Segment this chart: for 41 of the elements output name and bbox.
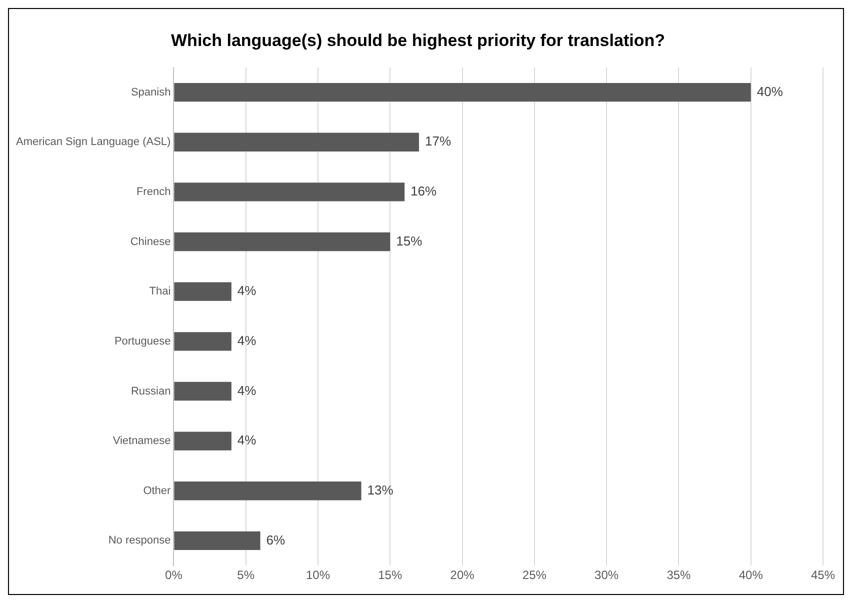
- y-tick-label: Portuguese: [114, 335, 171, 348]
- data-label: 13%: [367, 482, 394, 498]
- x-tick-label: 35%: [666, 568, 692, 582]
- data-label: 4%: [237, 432, 257, 448]
- data-label: 4%: [237, 382, 257, 398]
- data-label: 16%: [410, 184, 438, 199]
- y-tick-label: Vietnamese: [112, 435, 171, 448]
- bar: [174, 332, 232, 351]
- x-tick-label: 10%: [306, 568, 330, 582]
- bar: [174, 282, 232, 301]
- y-tick-label: Spanish: [130, 86, 171, 98]
- x-tick-label: 40%: [738, 568, 764, 582]
- data-label: 15%: [396, 233, 423, 248]
- x-tick-label: 20%: [450, 568, 475, 582]
- y-tick-label: Chinese: [130, 236, 171, 248]
- x-tick-label: 30%: [594, 568, 619, 582]
- y-tick-label: Other: [143, 484, 172, 497]
- data-label: 40%: [756, 84, 784, 99]
- x-tick-label: 5%: [237, 568, 255, 582]
- data-label: 6%: [266, 532, 286, 548]
- y-tick-label: French: [136, 186, 171, 198]
- bar: [174, 232, 390, 252]
- bar: [174, 531, 260, 550]
- x-tick-label: 0%: [165, 568, 183, 582]
- y-tick-label: Russian: [130, 385, 171, 398]
- bar: [174, 182, 405, 202]
- bar: [174, 382, 232, 401]
- x-tick-label: 25%: [522, 568, 547, 582]
- data-label: 4%: [237, 283, 257, 298]
- bar: [174, 132, 419, 152]
- chart-title: Which language(s) should be highest priority for translation?: [171, 30, 665, 50]
- y-tick-label: Thai: [149, 286, 171, 298]
- y-tick-label: American Sign Language (ASL): [16, 136, 171, 148]
- bar: [174, 482, 362, 500]
- bar: [174, 432, 232, 450]
- data-label: 17%: [424, 134, 452, 149]
- y-tick-label: No response: [108, 534, 171, 547]
- x-tick-label: 45%: [810, 568, 836, 582]
- data-label: 4%: [237, 332, 257, 348]
- x-tick-label: 15%: [378, 568, 402, 582]
- bar: [174, 82, 751, 102]
